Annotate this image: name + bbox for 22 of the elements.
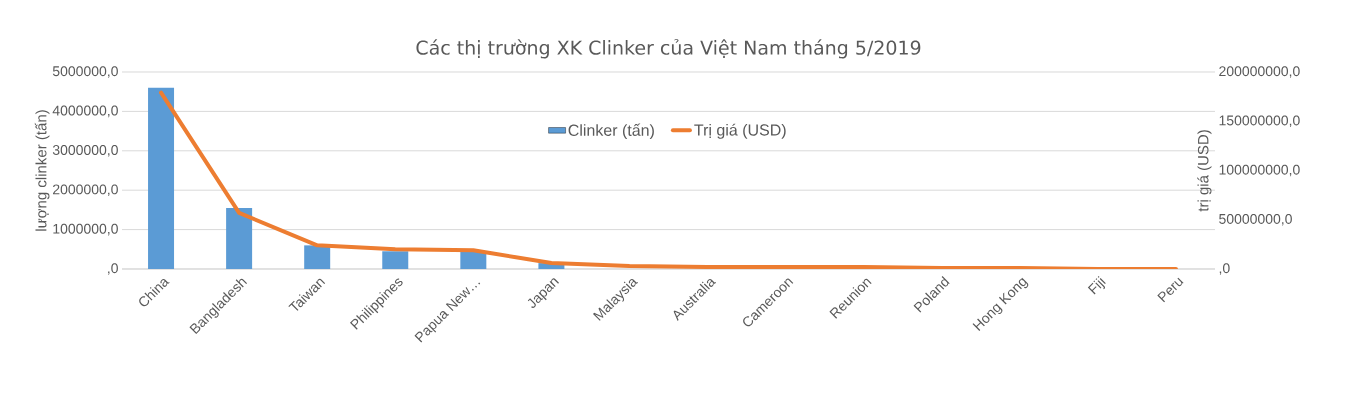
y-tick-label: 5000000,0 [52,66,118,78]
y-tick-label: 2000000,0 [53,184,118,196]
y-tick-label: ,0 [108,263,118,275]
x-tick-label: Fiji [1087,276,1106,295]
bar [148,87,175,269]
bar [304,245,331,269]
y-tick-label: 3000000,0 [52,145,118,157]
y-tick-label: 1000000,0 [53,223,118,236]
bar [382,251,409,269]
bar [460,251,487,269]
y2-axis-title: trị giá (USD) [1197,130,1212,212]
y2-tick-label: 100000000,0 [1219,164,1300,177]
chart-title: Các thị trường XK Clinker của Việt Nam tháng 5/2019 [416,39,921,59]
y2-tick-label: 150000000,0 [1219,115,1300,128]
y-axis-title: lượng clinker (tấn) [34,110,50,231]
legend-label: Trị giá (USD) [694,123,786,139]
legend-label: Clinker (tấn) [568,123,654,140]
y-tick-label: 4000000,0 [52,105,118,118]
y2-tick-label: 200000000,0 [1219,66,1300,78]
y2-tick-label: ,0 [1219,263,1230,275]
y2-tick-label: 50000000,0 [1219,213,1292,226]
bar [226,207,253,269]
